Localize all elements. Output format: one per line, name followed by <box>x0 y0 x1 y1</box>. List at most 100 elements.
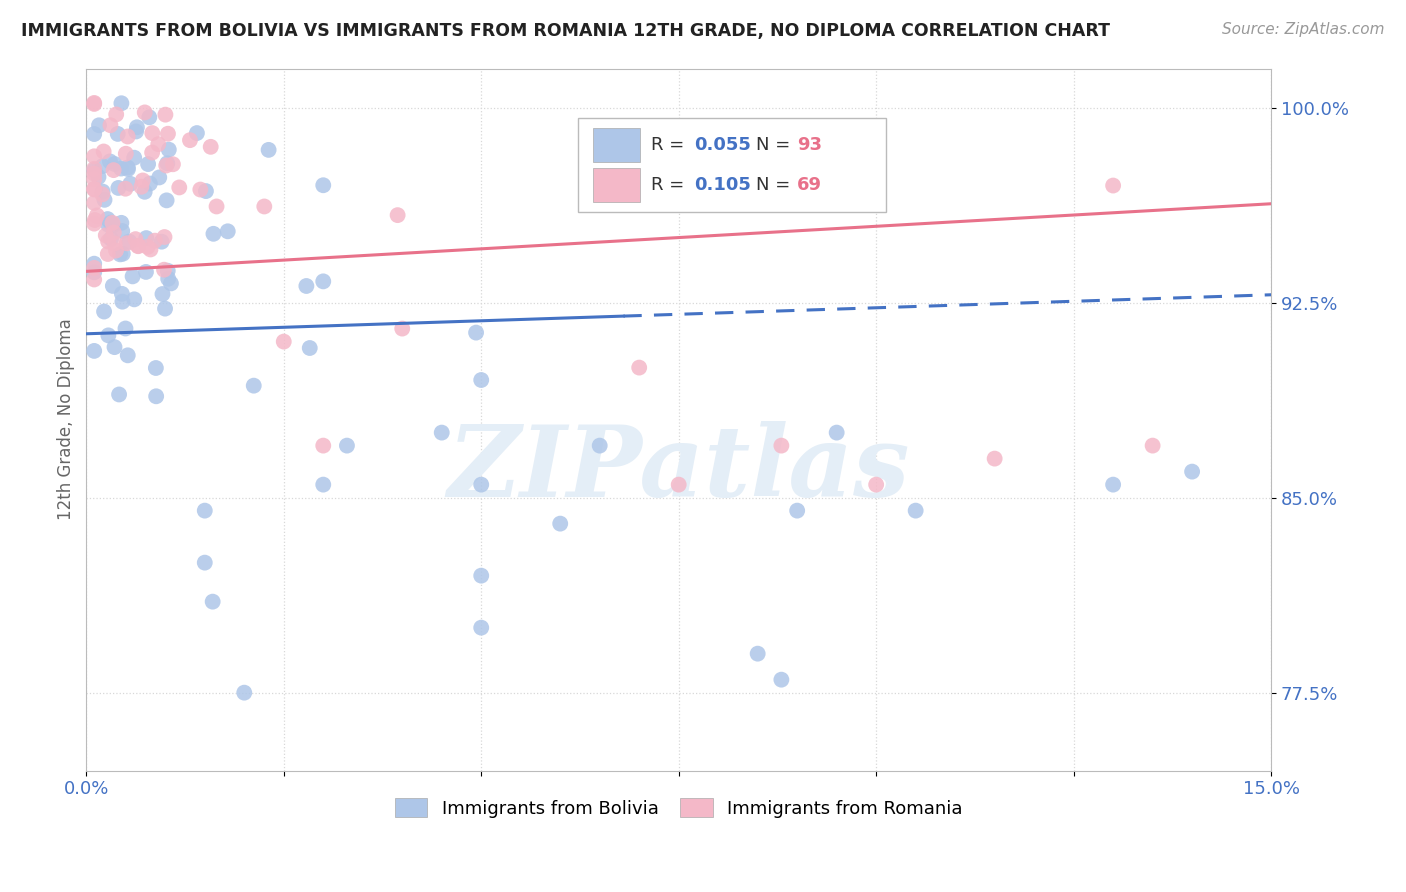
Point <box>983 451 1005 466</box>
Point <box>86 209 108 223</box>
Point <box>430 425 453 440</box>
Point <box>111 224 134 238</box>
Point <box>87 118 110 132</box>
Point <box>97 212 120 227</box>
Point <box>83 172 105 186</box>
Point <box>120 177 142 191</box>
Point <box>83 95 105 110</box>
FancyBboxPatch shape <box>578 118 886 212</box>
Point <box>141 126 163 140</box>
Point <box>111 286 134 301</box>
Point <box>202 227 225 241</box>
Point <box>83 343 105 358</box>
Point <box>194 503 217 517</box>
Point <box>1102 477 1125 491</box>
Point <box>83 182 105 196</box>
Point <box>312 477 335 491</box>
Point <box>107 127 129 141</box>
Point <box>1102 178 1125 193</box>
Point <box>105 244 128 258</box>
Point <box>83 163 105 178</box>
Point <box>83 182 105 196</box>
Point <box>298 341 321 355</box>
Point <box>83 149 105 163</box>
Point <box>242 378 264 392</box>
Point <box>127 239 149 253</box>
Text: N =: N = <box>755 176 796 194</box>
Point <box>157 271 180 285</box>
Text: IMMIGRANTS FROM BOLIVIA VS IMMIGRANTS FROM ROMANIA 12TH GRADE, NO DIPLOMA CORREL: IMMIGRANTS FROM BOLIVIA VS IMMIGRANTS FR… <box>21 22 1111 40</box>
Point <box>105 107 128 121</box>
Point <box>139 243 162 257</box>
Point <box>217 224 239 238</box>
Legend: Immigrants from Bolivia, Immigrants from Romania: Immigrants from Bolivia, Immigrants from… <box>388 790 970 825</box>
Point <box>312 439 335 453</box>
Point <box>83 161 105 176</box>
Point <box>114 321 136 335</box>
Point <box>186 126 208 140</box>
Point <box>155 108 177 122</box>
Point <box>117 348 139 362</box>
Point <box>121 269 143 284</box>
Point <box>83 217 105 231</box>
Point <box>156 264 179 278</box>
Point <box>148 137 170 152</box>
Point <box>825 425 848 440</box>
Point <box>108 247 131 261</box>
Point <box>548 516 571 531</box>
FancyBboxPatch shape <box>593 169 640 202</box>
Point <box>188 183 211 197</box>
Point <box>93 193 115 207</box>
Point <box>101 216 124 230</box>
Point <box>273 334 295 349</box>
Point <box>87 169 110 184</box>
Point <box>470 568 492 582</box>
Point <box>786 503 808 517</box>
Point <box>470 373 492 387</box>
Point <box>122 293 145 307</box>
Point <box>101 219 124 233</box>
Point <box>100 216 122 230</box>
Text: Source: ZipAtlas.com: Source: ZipAtlas.com <box>1222 22 1385 37</box>
Point <box>143 234 166 248</box>
Point <box>156 156 179 170</box>
Point <box>387 208 409 222</box>
Point <box>91 159 114 173</box>
Point <box>233 686 256 700</box>
Point <box>135 231 157 245</box>
Point <box>124 232 146 246</box>
Point <box>200 140 222 154</box>
Point <box>103 163 125 178</box>
Y-axis label: 12th Grade, No Diploma: 12th Grade, No Diploma <box>58 318 75 520</box>
Point <box>117 161 139 175</box>
Point <box>83 196 105 211</box>
Text: ZIPatlas: ZIPatlas <box>447 420 910 517</box>
Point <box>104 236 127 251</box>
Point <box>132 173 155 187</box>
Point <box>470 621 492 635</box>
Point <box>747 647 769 661</box>
Text: 0.055: 0.055 <box>695 136 751 154</box>
Point <box>114 182 136 196</box>
Point <box>107 181 129 195</box>
Point <box>83 97 105 112</box>
Point <box>155 194 177 208</box>
Point <box>136 240 159 254</box>
Point <box>83 127 105 141</box>
Point <box>157 143 180 157</box>
Point <box>110 96 132 111</box>
Point <box>117 162 139 177</box>
Point <box>628 360 651 375</box>
Point <box>97 218 120 232</box>
Point <box>91 187 114 202</box>
Point <box>103 340 125 354</box>
Point <box>114 146 136 161</box>
Point <box>295 279 318 293</box>
Point <box>589 439 612 453</box>
Text: N =: N = <box>755 136 796 154</box>
Point <box>155 159 177 173</box>
Point <box>312 178 335 193</box>
Point <box>131 179 153 194</box>
Point <box>83 257 105 271</box>
Text: 93: 93 <box>797 136 823 154</box>
